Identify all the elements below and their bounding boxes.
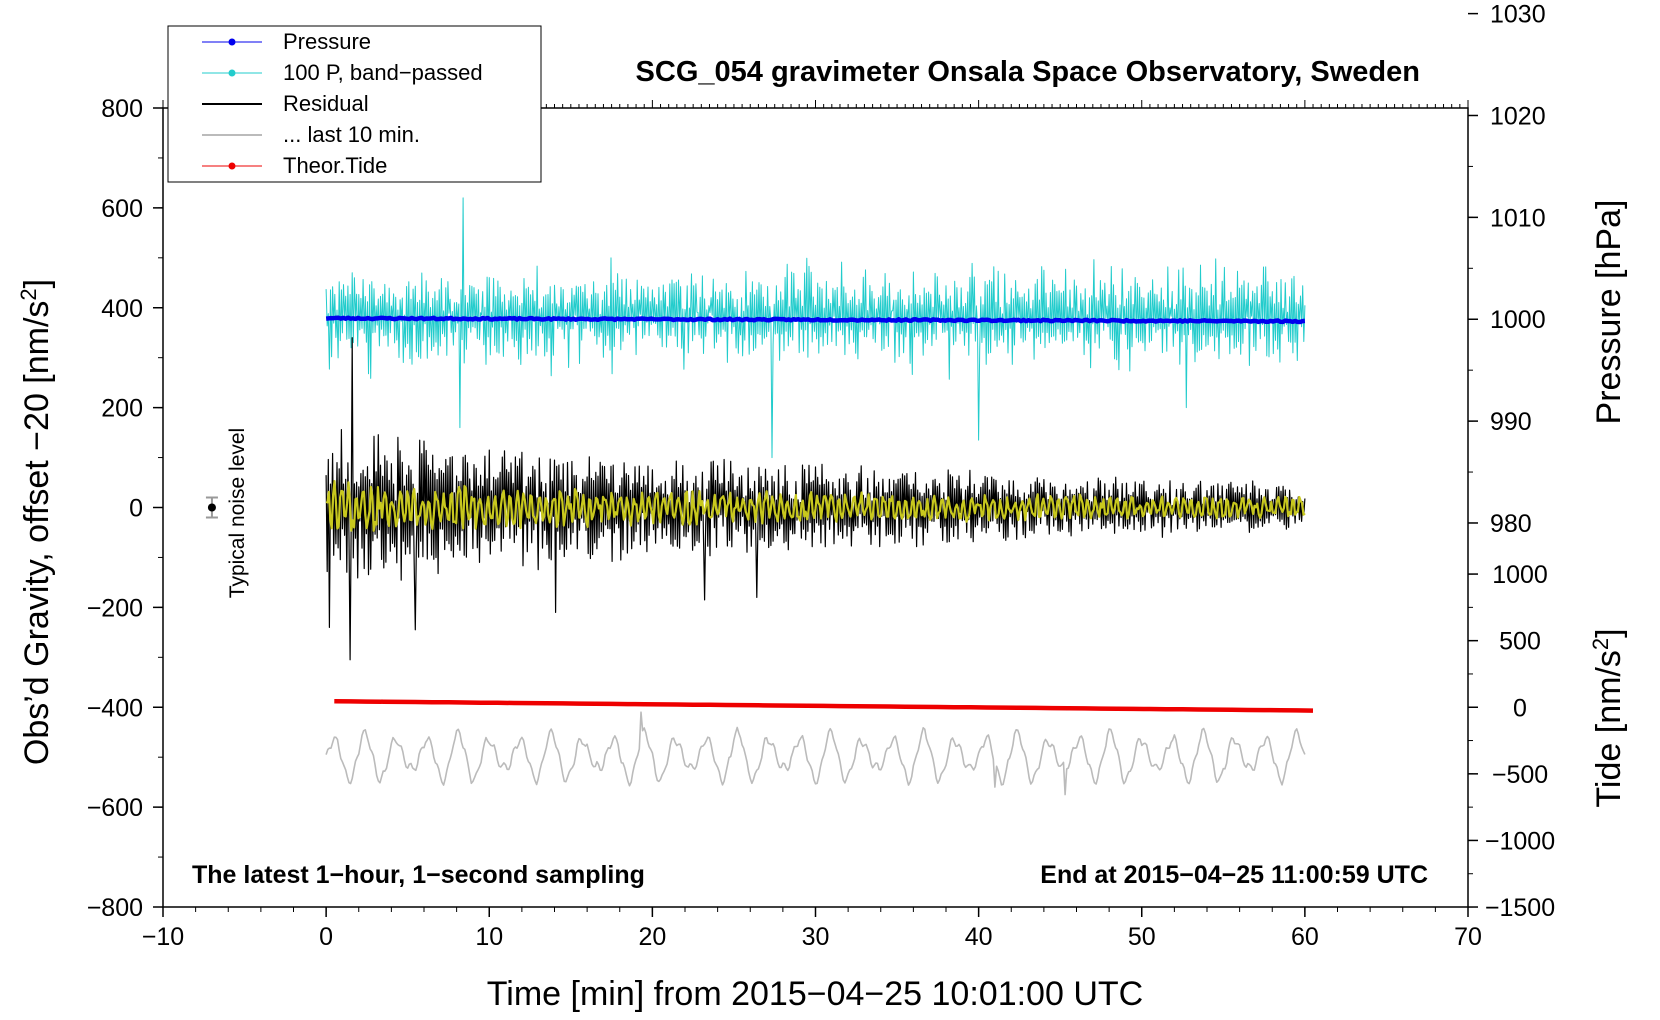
x-tick-label: 10 <box>475 923 503 951</box>
x-tick-label: −10 <box>142 923 184 951</box>
residual-filtered-line <box>325 480 1306 532</box>
y-tick-label: 800 <box>101 95 143 123</box>
tide-axis-title-end: ] <box>1590 628 1628 637</box>
pressure-tick-label: 980 <box>1490 510 1532 538</box>
residual-line <box>325 337 1306 661</box>
legend-entries: Pressure 100 P, band−passed Residual ... la… <box>202 29 483 178</box>
legend: Pressure 100 P, band−passed Residual ... la… <box>167 25 542 183</box>
legend-label: Residual <box>283 91 369 116</box>
y-tick-label: 400 <box>101 295 143 323</box>
annotation-bottom-left: The latest 1−hour, 1−second sampling <box>192 861 645 889</box>
tide-axis-title-sup: 2 <box>1588 638 1613 650</box>
y-axis: 800 600 400 200 0 −200 −400 −600 −800 <box>87 95 163 922</box>
pressure-tick-label: 990 <box>1490 408 1532 436</box>
pressure-tick-label: 1010 <box>1490 204 1546 232</box>
annotation-bottom-right: End at 2015−04−25 11:00:59 UTC <box>1040 861 1428 889</box>
y-tick-label: −800 <box>87 894 143 922</box>
tide-axis-title: Tide [nm/s2] <box>1588 628 1628 807</box>
tide-tick-label: −500 <box>1492 761 1548 789</box>
tide-tick-label: 0 <box>1513 694 1527 722</box>
x-axis-title: Time [min] from 2015−04−25 10:01:00 UTC <box>487 975 1143 1013</box>
noise-dot <box>207 503 216 512</box>
y-tick-label: −200 <box>87 594 143 622</box>
noise-marker <box>205 496 218 519</box>
pressure-axis-title: Pressure [hPa] <box>1590 200 1628 425</box>
x-tick-label: 70 <box>1454 923 1482 951</box>
last-10-min-line <box>325 711 1306 796</box>
pressure-line <box>325 315 1306 325</box>
x-tick-label: 30 <box>802 923 830 951</box>
band-passed-pressure-line <box>325 197 1306 459</box>
tide-axis-title-main: Tide [nm/s <box>1590 650 1628 807</box>
x-axis: −10 0 10 20 30 40 50 60 70 <box>142 907 1482 951</box>
x-tick-label: 40 <box>965 923 993 951</box>
y-axis-title-main: Obs’d Gravity, offset −20 [nm/s <box>18 301 56 766</box>
noise-level-label: Typical noise level <box>226 428 249 598</box>
chart-title: SCG_054 gravimeter Onsala Space Observat… <box>636 56 1420 88</box>
pressure-axis: 1030 1020 1010 1000 990 980 <box>1468 1 1546 538</box>
y-axis-title: Obs’d Gravity, offset −20 [nm/s2] <box>16 279 56 765</box>
legend-label: ... last 10 min. <box>283 122 420 147</box>
tide-tick-label: 1000 <box>1492 561 1548 589</box>
legend-marker <box>228 38 236 46</box>
y-tick-label: 0 <box>129 495 143 523</box>
legend-label: Theor.Tide <box>283 153 387 178</box>
legend-label: 100 P, band−passed <box>283 60 483 85</box>
x-tick-label: 0 <box>319 923 333 951</box>
theoretical-tide-line <box>334 699 1314 713</box>
tide-tick-label: −1000 <box>1485 827 1555 855</box>
tide-tick-label: −1500 <box>1485 894 1555 922</box>
series-layer <box>325 197 1314 796</box>
tide-tick-label: 500 <box>1499 628 1541 656</box>
y-tick-label: −600 <box>87 794 143 822</box>
y-axis-title-sup: 2 <box>16 288 41 300</box>
y-tick-label: 600 <box>101 195 143 223</box>
pressure-tick-label: 1000 <box>1490 306 1546 334</box>
legend-marker <box>228 162 236 170</box>
y-tick-label: 200 <box>101 395 143 423</box>
legend-marker <box>228 69 236 77</box>
tide-axis: 1000 500 0 −500 −1000 −1500 <box>1468 561 1555 922</box>
pressure-tick-label: 1030 <box>1490 1 1546 29</box>
legend-label: Pressure <box>283 29 371 54</box>
y-tick-label: −400 <box>87 694 143 722</box>
x-tick-label: 50 <box>1128 923 1156 951</box>
x-tick-label: 60 <box>1291 923 1319 951</box>
y-axis-title-end: ] <box>18 279 56 288</box>
pressure-tick-label: 1020 <box>1490 102 1546 130</box>
x-tick-label: 20 <box>638 923 666 951</box>
